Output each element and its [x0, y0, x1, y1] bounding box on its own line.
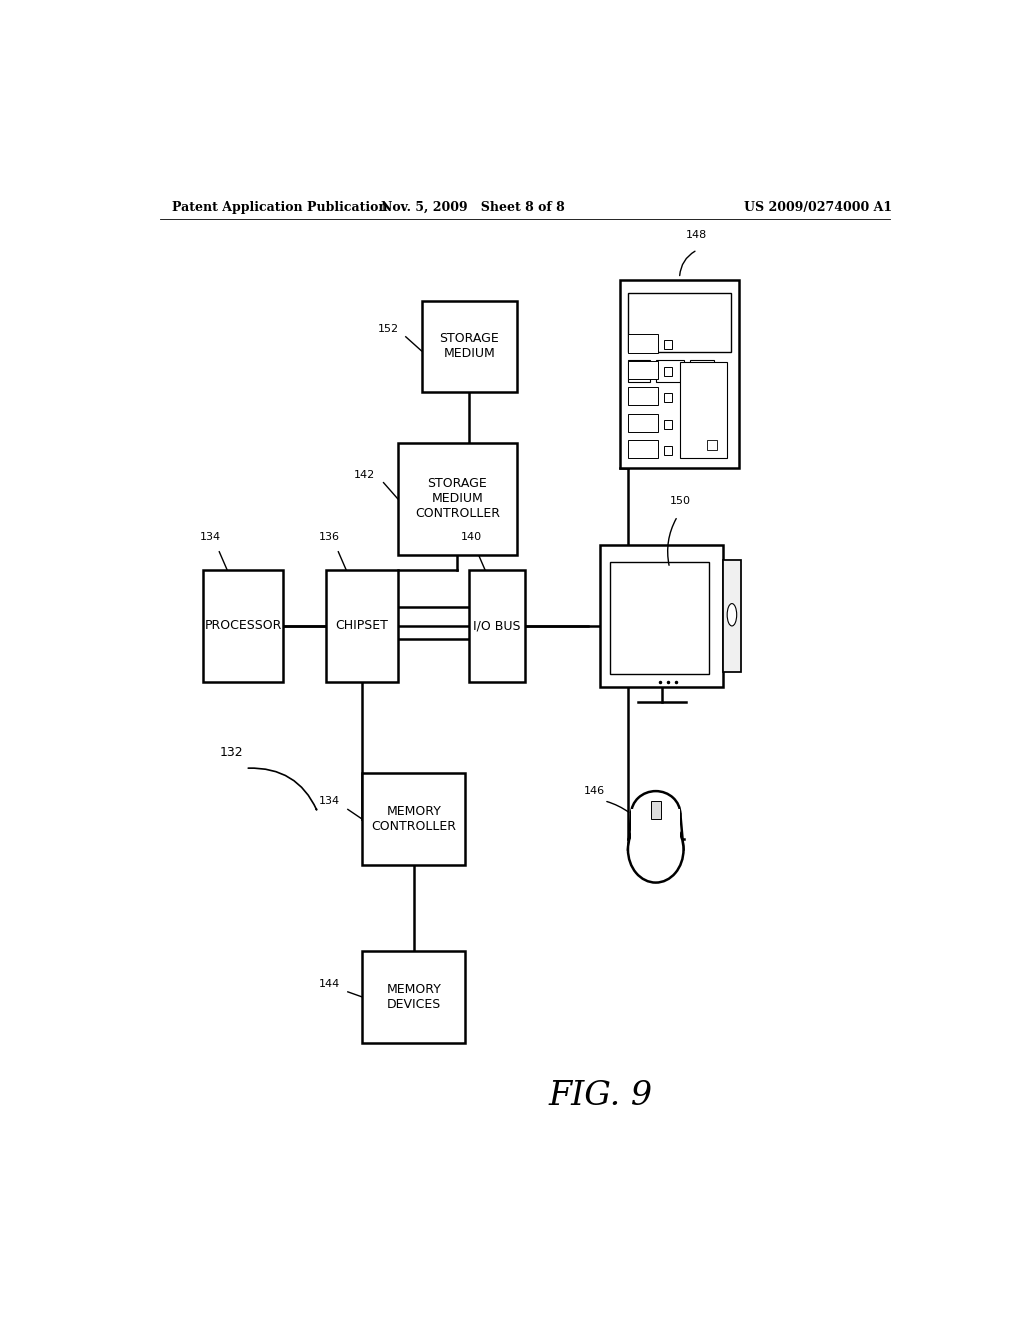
FancyBboxPatch shape [609, 562, 709, 673]
FancyBboxPatch shape [628, 293, 731, 351]
FancyBboxPatch shape [628, 334, 658, 352]
FancyBboxPatch shape [665, 446, 672, 455]
Ellipse shape [631, 791, 680, 837]
Text: STORAGE
MEDIUM
CONTROLLER: STORAGE MEDIUM CONTROLLER [415, 478, 500, 520]
Ellipse shape [727, 603, 736, 626]
FancyBboxPatch shape [204, 570, 283, 682]
Text: 146: 146 [585, 785, 605, 796]
FancyBboxPatch shape [655, 359, 684, 381]
FancyBboxPatch shape [628, 360, 658, 379]
Text: STORAGE
MEDIUM: STORAGE MEDIUM [439, 333, 499, 360]
FancyBboxPatch shape [708, 440, 717, 450]
FancyBboxPatch shape [620, 280, 739, 469]
FancyArrowPatch shape [680, 251, 695, 276]
Text: 132: 132 [219, 747, 243, 759]
FancyBboxPatch shape [397, 444, 517, 554]
FancyBboxPatch shape [628, 359, 650, 381]
Text: CHIPSET: CHIPSET [336, 619, 388, 632]
Text: 134: 134 [200, 532, 220, 541]
FancyBboxPatch shape [690, 359, 714, 381]
Text: MEMORY
DEVICES: MEMORY DEVICES [386, 983, 441, 1011]
FancyBboxPatch shape [723, 560, 740, 672]
Text: US 2009/0274000 A1: US 2009/0274000 A1 [744, 201, 893, 214]
FancyBboxPatch shape [680, 362, 727, 458]
Text: Patent Application Publication: Patent Application Publication [172, 201, 387, 214]
FancyBboxPatch shape [469, 570, 524, 682]
Ellipse shape [628, 817, 684, 883]
FancyBboxPatch shape [628, 413, 658, 432]
FancyBboxPatch shape [628, 440, 658, 458]
FancyBboxPatch shape [665, 420, 672, 429]
Text: I/O BUS: I/O BUS [473, 619, 521, 632]
FancyBboxPatch shape [665, 341, 672, 350]
Text: 134: 134 [318, 796, 340, 807]
Bar [631, 809, 680, 840]
FancyBboxPatch shape [362, 774, 465, 865]
FancyBboxPatch shape [665, 367, 672, 376]
FancyArrowPatch shape [248, 768, 316, 809]
FancyBboxPatch shape [665, 393, 672, 403]
Text: 142: 142 [354, 470, 376, 479]
Text: 140: 140 [461, 532, 482, 541]
Text: PROCESSOR: PROCESSOR [205, 619, 282, 632]
FancyBboxPatch shape [651, 801, 660, 818]
FancyArrowPatch shape [668, 519, 676, 565]
Text: MEMORY
CONTROLLER: MEMORY CONTROLLER [371, 805, 457, 833]
FancyArrowPatch shape [607, 801, 629, 812]
FancyBboxPatch shape [628, 387, 658, 405]
FancyBboxPatch shape [422, 301, 517, 392]
Text: 152: 152 [378, 323, 399, 334]
Text: 150: 150 [670, 496, 690, 506]
Text: 144: 144 [318, 978, 340, 989]
Text: 136: 136 [318, 532, 340, 541]
FancyBboxPatch shape [600, 545, 723, 686]
Text: FIG. 9: FIG. 9 [549, 1080, 652, 1111]
Text: Nov. 5, 2009   Sheet 8 of 8: Nov. 5, 2009 Sheet 8 of 8 [381, 201, 565, 214]
Text: 148: 148 [685, 230, 707, 240]
FancyBboxPatch shape [327, 570, 397, 682]
FancyBboxPatch shape [362, 952, 465, 1043]
